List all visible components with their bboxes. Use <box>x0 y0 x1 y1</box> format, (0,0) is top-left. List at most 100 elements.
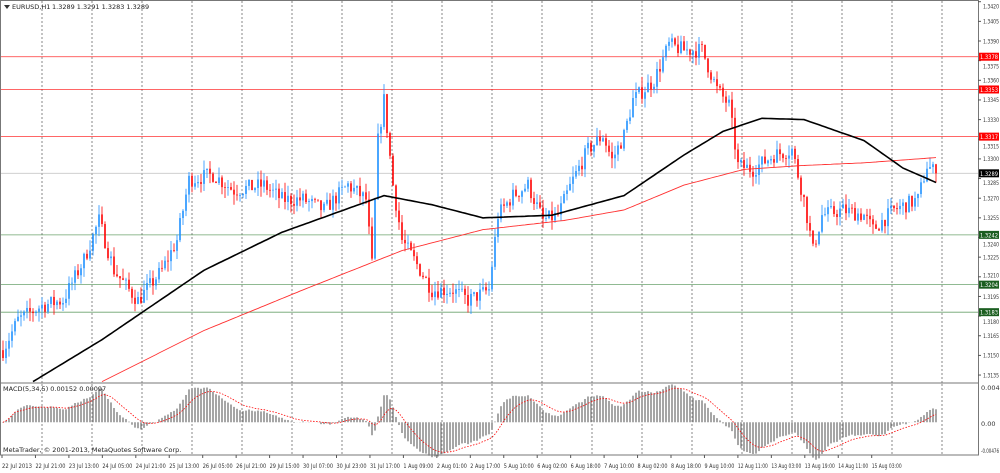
time-tick-label: 26 Jul 21:00 <box>236 462 266 470</box>
macd-histogram-bar <box>452 422 454 450</box>
macd-histogram-bar <box>467 422 469 445</box>
candle-body <box>569 183 571 191</box>
candle-body <box>599 136 601 142</box>
price-tick-label: 1.3135 <box>983 371 999 379</box>
candle-body <box>293 204 295 206</box>
candle-body <box>383 94 385 127</box>
candle-body <box>230 187 232 190</box>
macd-histogram-bar <box>899 422 901 425</box>
macd-histogram-bar <box>86 398 88 423</box>
candle-body <box>731 99 733 118</box>
candle-body <box>89 250 91 259</box>
candle-body <box>794 148 796 160</box>
macd-histogram-bar <box>548 413 550 423</box>
time-tick-label: 6 Aug 02:00 <box>537 462 567 470</box>
level-tags: 1.3378 1.3353 1.3317 1.3289 1.3242 1.3204 1.31… <box>979 52 999 317</box>
macd-histogram-bar <box>773 422 775 442</box>
candle-body <box>347 183 349 187</box>
level-tag-label: 1.3289 <box>980 170 998 178</box>
macd-histogram-bar <box>239 410 241 423</box>
candle-body <box>17 316 19 322</box>
candle-body <box>56 301 58 306</box>
macd-histogram-bar <box>671 384 673 423</box>
candle-body <box>446 293 448 296</box>
candle-body <box>800 177 802 195</box>
macd-histogram-bar <box>278 417 280 423</box>
macd-histogram-bar <box>128 421 130 423</box>
macd-histogram-bar <box>233 406 235 423</box>
time-tick-label: 6 Aug 18:00 <box>571 462 601 470</box>
macd-histogram-bar <box>23 406 25 423</box>
macd-histogram-bar <box>653 393 655 423</box>
macd-histogram-bar <box>89 397 91 423</box>
candle-body <box>77 270 79 276</box>
candle-body <box>416 256 418 265</box>
macd-histogram-bar <box>161 417 163 423</box>
candle-body <box>317 199 319 201</box>
macd-histogram-bar <box>551 415 553 423</box>
macd-histogram-bar <box>905 422 907 425</box>
macd-histogram-bar <box>902 422 904 424</box>
macd-histogram-bar <box>137 422 139 429</box>
candle-body <box>566 190 568 194</box>
macd-histogram-bar <box>32 405 34 423</box>
candle-body <box>833 206 835 215</box>
candle-body <box>863 214 865 220</box>
candle-body <box>602 138 604 142</box>
candle-body <box>773 159 775 163</box>
candle-body <box>137 297 139 304</box>
macd-histogram-bar <box>893 422 895 427</box>
macd-histogram-bar <box>680 389 682 423</box>
candle-body <box>668 41 670 46</box>
macd-histogram-bar <box>830 422 832 444</box>
candle-body <box>935 164 937 174</box>
candle-body <box>917 194 919 199</box>
macd-histogram-bar <box>269 414 271 423</box>
macd-histogram-bar <box>620 406 622 423</box>
macd-histogram-bar <box>458 422 460 446</box>
macd-histogram-bar <box>395 416 397 423</box>
macd-histogram-bar <box>758 422 760 452</box>
macd-histogram-bar <box>923 415 925 423</box>
macd-histogram-bar <box>275 415 277 423</box>
macd-label: MACD(5,34,5) 0.00152 0.00097 <box>3 385 106 393</box>
macd-histogram-bar <box>506 399 508 423</box>
macd-histogram-bar <box>656 391 658 423</box>
macd-histogram-bar <box>497 413 499 423</box>
candle-body <box>104 224 106 249</box>
macd-histogram-bar <box>776 422 778 439</box>
macd-histogram-bar <box>449 422 451 451</box>
macd-histogram-bar <box>224 400 226 423</box>
candle-body <box>725 96 727 103</box>
macd-histogram-bar <box>818 422 820 459</box>
macd-histogram-bar <box>131 422 133 425</box>
candle-body <box>830 206 832 208</box>
macd-histogram-bar <box>14 412 16 423</box>
candle-body <box>848 207 850 214</box>
time-tick-label: 7 Aug 10:00 <box>604 462 634 470</box>
macd-histogram-bar <box>677 388 679 423</box>
candle-body <box>860 213 862 220</box>
candle-body <box>428 277 430 293</box>
candle-body <box>767 160 769 164</box>
candle-body <box>806 197 808 224</box>
price-tick-label: 1.3300 <box>983 155 999 163</box>
level-tag-label: 1.3317 <box>980 133 998 141</box>
time-tick-label: 12 Aug 11:00 <box>738 462 768 470</box>
candle-body <box>50 296 52 304</box>
moving-averages <box>32 117 937 383</box>
macd-histogram-bar <box>209 388 211 423</box>
candle-body <box>605 138 607 146</box>
macd-histogram-bar <box>383 395 385 423</box>
candle-body <box>527 179 529 189</box>
candle-body <box>899 205 901 210</box>
macd-histogram-bar <box>629 399 631 423</box>
macd-histogram-bar <box>749 422 751 454</box>
candle-body <box>815 243 817 245</box>
candle-body <box>488 289 490 291</box>
dropdown-triangle-icon[interactable] <box>4 5 10 9</box>
candle-body <box>389 133 391 156</box>
candle-body <box>482 287 484 290</box>
time-tick-label: 9 Aug 10:00 <box>704 462 734 470</box>
